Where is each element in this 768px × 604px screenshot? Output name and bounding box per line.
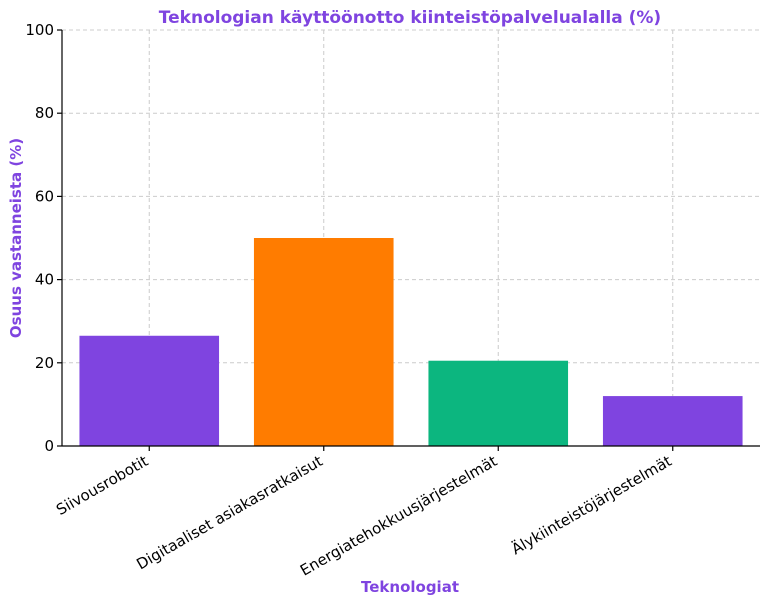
bar-3 (428, 360, 569, 446)
bar-1 (79, 335, 220, 446)
x-tick-label: Energiatehokkuusjärjestelmät (297, 452, 500, 580)
bar-4 (602, 396, 743, 446)
axes (57, 29, 760, 451)
y-tick-label: 60 (35, 187, 54, 205)
bar-2 (253, 238, 394, 446)
y-tick-label: 100 (25, 21, 54, 39)
y-tick-label: 80 (35, 104, 54, 122)
y-tick-label: 20 (35, 354, 54, 372)
x-tick-label: Älykiinteistöjärjestelmät (508, 451, 675, 558)
y-axis-label: Osuus vastanneista (%) (7, 138, 25, 338)
x-axis-label: Teknologiat (361, 578, 459, 596)
bars (79, 238, 743, 446)
y-tick-label: 0 (44, 437, 54, 455)
y-tick-label: 40 (35, 271, 54, 289)
x-tick-label: Digitaaliset asiakasratkaisut (133, 452, 325, 574)
chart-title: Teknologian käyttöönotto kiinteistöpalve… (159, 8, 661, 28)
x-tick-label: Siivousrobotit (53, 452, 151, 519)
